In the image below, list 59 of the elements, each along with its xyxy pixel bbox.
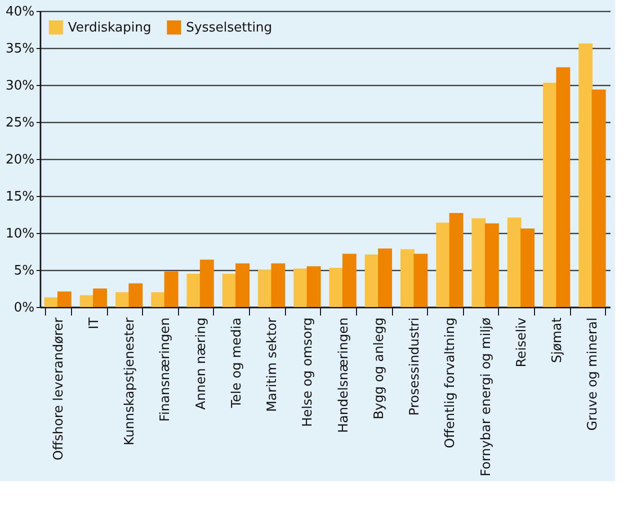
x-tick-label: Kunnskapstjenester	[122, 316, 138, 446]
bar	[294, 268, 308, 307]
bar	[80, 295, 94, 307]
y-tick-label: 0%	[14, 300, 34, 316]
bar	[329, 268, 344, 307]
bar	[164, 271, 178, 307]
y-tick-label: 15%	[6, 190, 34, 204]
y-tick-label: 40%	[6, 4, 34, 20]
bar	[400, 249, 414, 307]
bar	[472, 218, 486, 307]
legend-label: Sysselsetting	[186, 20, 272, 36]
bar	[364, 254, 379, 307]
bar	[186, 274, 201, 307]
x-tick-label: Annen næring	[194, 318, 209, 410]
x-tick-label: Helse og omsorg	[300, 318, 316, 427]
bar	[436, 222, 450, 307]
bar	[542, 82, 557, 307]
bar	[44, 297, 58, 307]
y-tick-label: 25%	[6, 116, 34, 130]
legend-label: Verdiskaping	[68, 20, 152, 36]
x-tick-label: Prosessindustri	[408, 318, 423, 416]
x-tick-label: Bygg og anlegg	[372, 318, 387, 420]
x-tick-label: Sjømat	[550, 318, 566, 364]
bar	[449, 213, 464, 307]
bar	[484, 223, 499, 307]
bar	[342, 254, 356, 307]
bar	[57, 291, 72, 307]
x-tick-label: Offshore leverandører	[51, 316, 66, 460]
x-tick-label: Maritim sektor	[265, 316, 280, 412]
bar	[271, 263, 286, 307]
x-tick-label: Handelsnæringen	[336, 318, 352, 433]
bar	[578, 44, 593, 307]
bar	[378, 248, 392, 307]
bar	[128, 283, 143, 307]
x-tick-label: Fornybar energi og miljø	[478, 317, 494, 476]
bar	[200, 260, 214, 307]
bar	[115, 292, 130, 307]
y-tick-label: 35%	[6, 42, 34, 56]
x-tick-label: Finansnæringen	[158, 318, 174, 422]
bar	[258, 270, 272, 307]
x-tick-label: Reiseliv	[514, 317, 530, 368]
x-tick-label: Offentlig forvaltning	[443, 318, 458, 448]
bar	[507, 217, 522, 307]
bar	[414, 254, 428, 307]
x-tick-label: Tele og media	[229, 318, 244, 409]
y-tick-label: 20%	[6, 152, 34, 168]
bar	[520, 228, 535, 307]
bar	[592, 89, 606, 307]
bar	[222, 274, 236, 307]
bar	[306, 266, 321, 307]
y-tick-label: 30%	[6, 78, 34, 94]
y-tick-label: 10%	[6, 226, 34, 242]
bar	[556, 67, 570, 307]
bar	[236, 263, 250, 307]
bar	[93, 288, 108, 307]
y-tick-label: 5%	[14, 264, 34, 278]
x-tick-label: IT	[86, 317, 102, 330]
x-tick-label: Gruve og mineral	[586, 318, 601, 431]
bar	[151, 292, 166, 307]
